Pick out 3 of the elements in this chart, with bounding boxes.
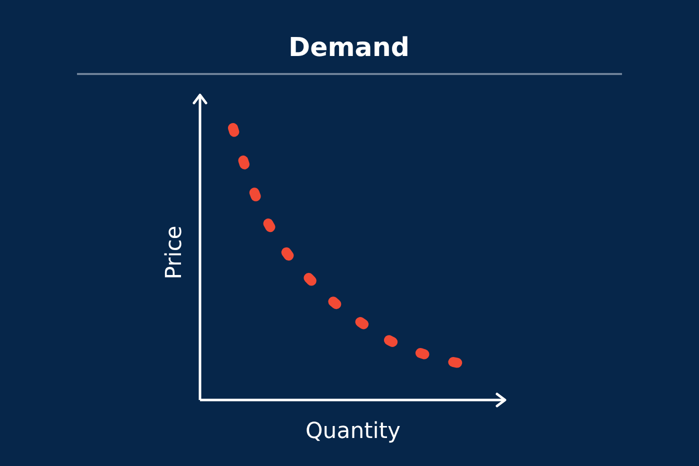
x-axis-title: Quantity	[305, 419, 401, 444]
chart-title: Demand	[288, 33, 410, 63]
y-axis-title: Price	[162, 226, 187, 280]
